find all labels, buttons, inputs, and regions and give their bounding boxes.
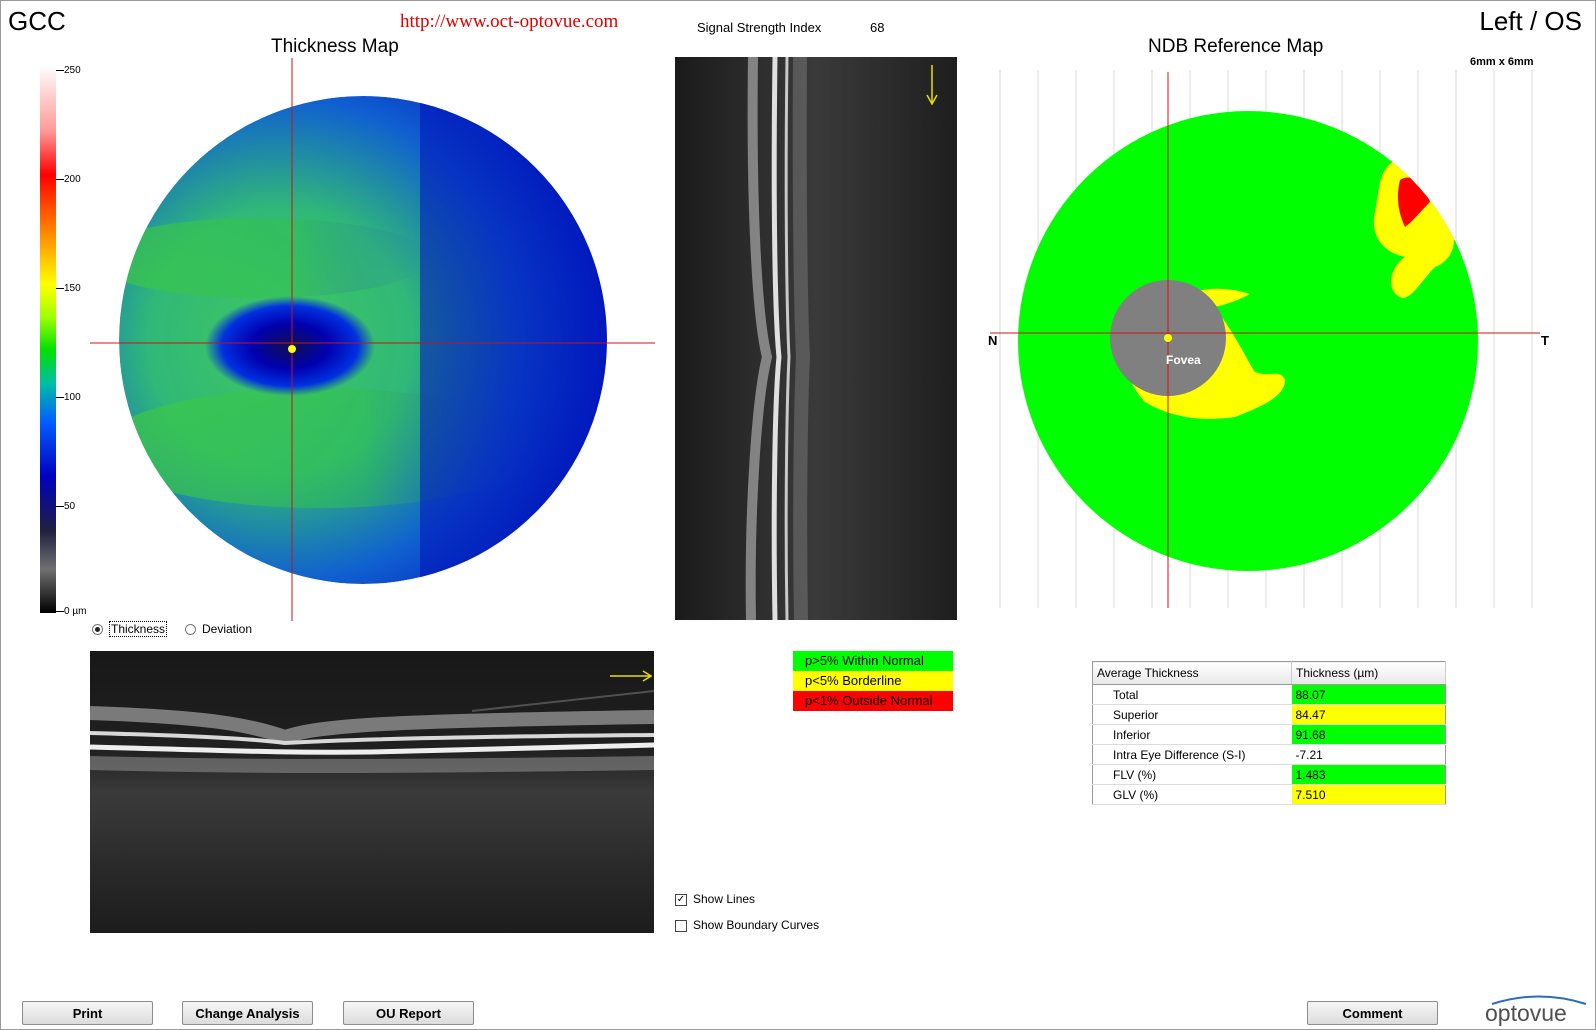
nasal-label: N [988, 333, 998, 348]
scale-tick-label: 200 [64, 174, 81, 185]
table-row: Inferior 91.68 [1092, 724, 1446, 745]
checkmark-icon: ✓ [675, 893, 687, 906]
show-boundary-label: Show Boundary Curves [693, 918, 820, 932]
row-value: 7.510 [1291, 784, 1446, 805]
mode-thickness-label: Thickness [109, 621, 168, 637]
row-label: GLV (%) [1092, 784, 1292, 805]
thickness-map[interactable] [90, 58, 655, 621]
scale-ticks: 250 200 150 100 50 0 µm [56, 65, 96, 617]
legend-within-normal: p>5% Within Normal [793, 651, 953, 671]
eye-label: Left / OS [1479, 6, 1582, 36]
row-value: 88.07 [1291, 684, 1446, 705]
row-label: Intra Eye Difference (S-I) [1092, 744, 1292, 765]
table-row: FLV (%) 1.483 [1092, 764, 1446, 785]
oct-horizontal-scan[interactable] [90, 651, 654, 933]
optovue-logo: optovue [1485, 1000, 1567, 1026]
row-label: FLV (%) [1092, 764, 1292, 785]
show-boundary-checkbox[interactable]: Show Boundary Curves [675, 918, 819, 932]
table-header: Thickness (µm) [1291, 661, 1446, 685]
change-analysis-button[interactable]: Change Analysis [182, 1001, 313, 1025]
scale-tick-label: 100 [64, 392, 81, 403]
watermark-url: http://www.oct-optovue.com [400, 11, 619, 32]
row-value: 1.483 [1291, 764, 1446, 785]
average-thickness-table: Average Thickness Thickness (µm) Total 8… [1092, 661, 1446, 805]
scan-size-label: 6mm x 6mm [1470, 56, 1534, 68]
fovea-label: Fovea [1166, 353, 1201, 367]
ou-report-button[interactable]: OU Report [343, 1001, 474, 1025]
mode-deviation-radio[interactable]: Deviation [185, 622, 252, 636]
thickness-color-scale [40, 65, 56, 613]
row-label: Superior [1092, 704, 1292, 725]
row-value: -7.21 [1291, 744, 1446, 765]
scale-tick-label: 0 µm [64, 606, 87, 617]
scale-tick-label: 150 [64, 283, 81, 294]
mode-thickness-radio[interactable]: Thickness [92, 621, 168, 637]
table-row: Superior 84.47 [1092, 704, 1446, 725]
row-value: 84.47 [1291, 704, 1446, 725]
table-row: GLV (%) 7.510 [1092, 784, 1446, 805]
table-header: Average Thickness [1092, 661, 1292, 685]
comment-button[interactable]: Comment [1307, 1001, 1438, 1025]
ssi-value: 68 [870, 20, 885, 35]
row-label: Total [1092, 684, 1292, 705]
legend-borderline: p<5% Borderline [793, 671, 953, 691]
show-lines-checkbox[interactable]: ✓ Show Lines [675, 892, 755, 906]
ssi-label: Signal Strength Index [697, 20, 822, 35]
table-row: Intra Eye Difference (S-I) -7.21 [1092, 744, 1446, 765]
scale-tick-label: 50 [64, 501, 76, 512]
show-lines-label: Show Lines [693, 892, 756, 906]
oct-vertical-scan[interactable] [675, 57, 957, 620]
logo-arc-icon [1491, 995, 1587, 1005]
temporal-label: T [1541, 333, 1549, 348]
legend-outside-normal: p<1% Outside Normal [793, 691, 953, 711]
row-label: Inferior [1092, 724, 1292, 745]
table-row: Total 88.07 [1092, 684, 1446, 705]
scale-tick-label: 250 [64, 65, 81, 76]
radio-icon [92, 624, 103, 636]
ndb-reference-map[interactable] [980, 62, 1550, 612]
ndb-map-title: NDB Reference Map [1148, 36, 1324, 57]
row-value: 91.68 [1291, 724, 1446, 745]
thickness-map-title: Thickness Map [271, 36, 399, 57]
mode-deviation-label: Deviation [202, 622, 253, 636]
print-button[interactable]: Print [22, 1001, 153, 1025]
analysis-title: GCC [8, 6, 66, 36]
checkbox-icon [675, 919, 687, 932]
radio-icon [185, 624, 196, 636]
